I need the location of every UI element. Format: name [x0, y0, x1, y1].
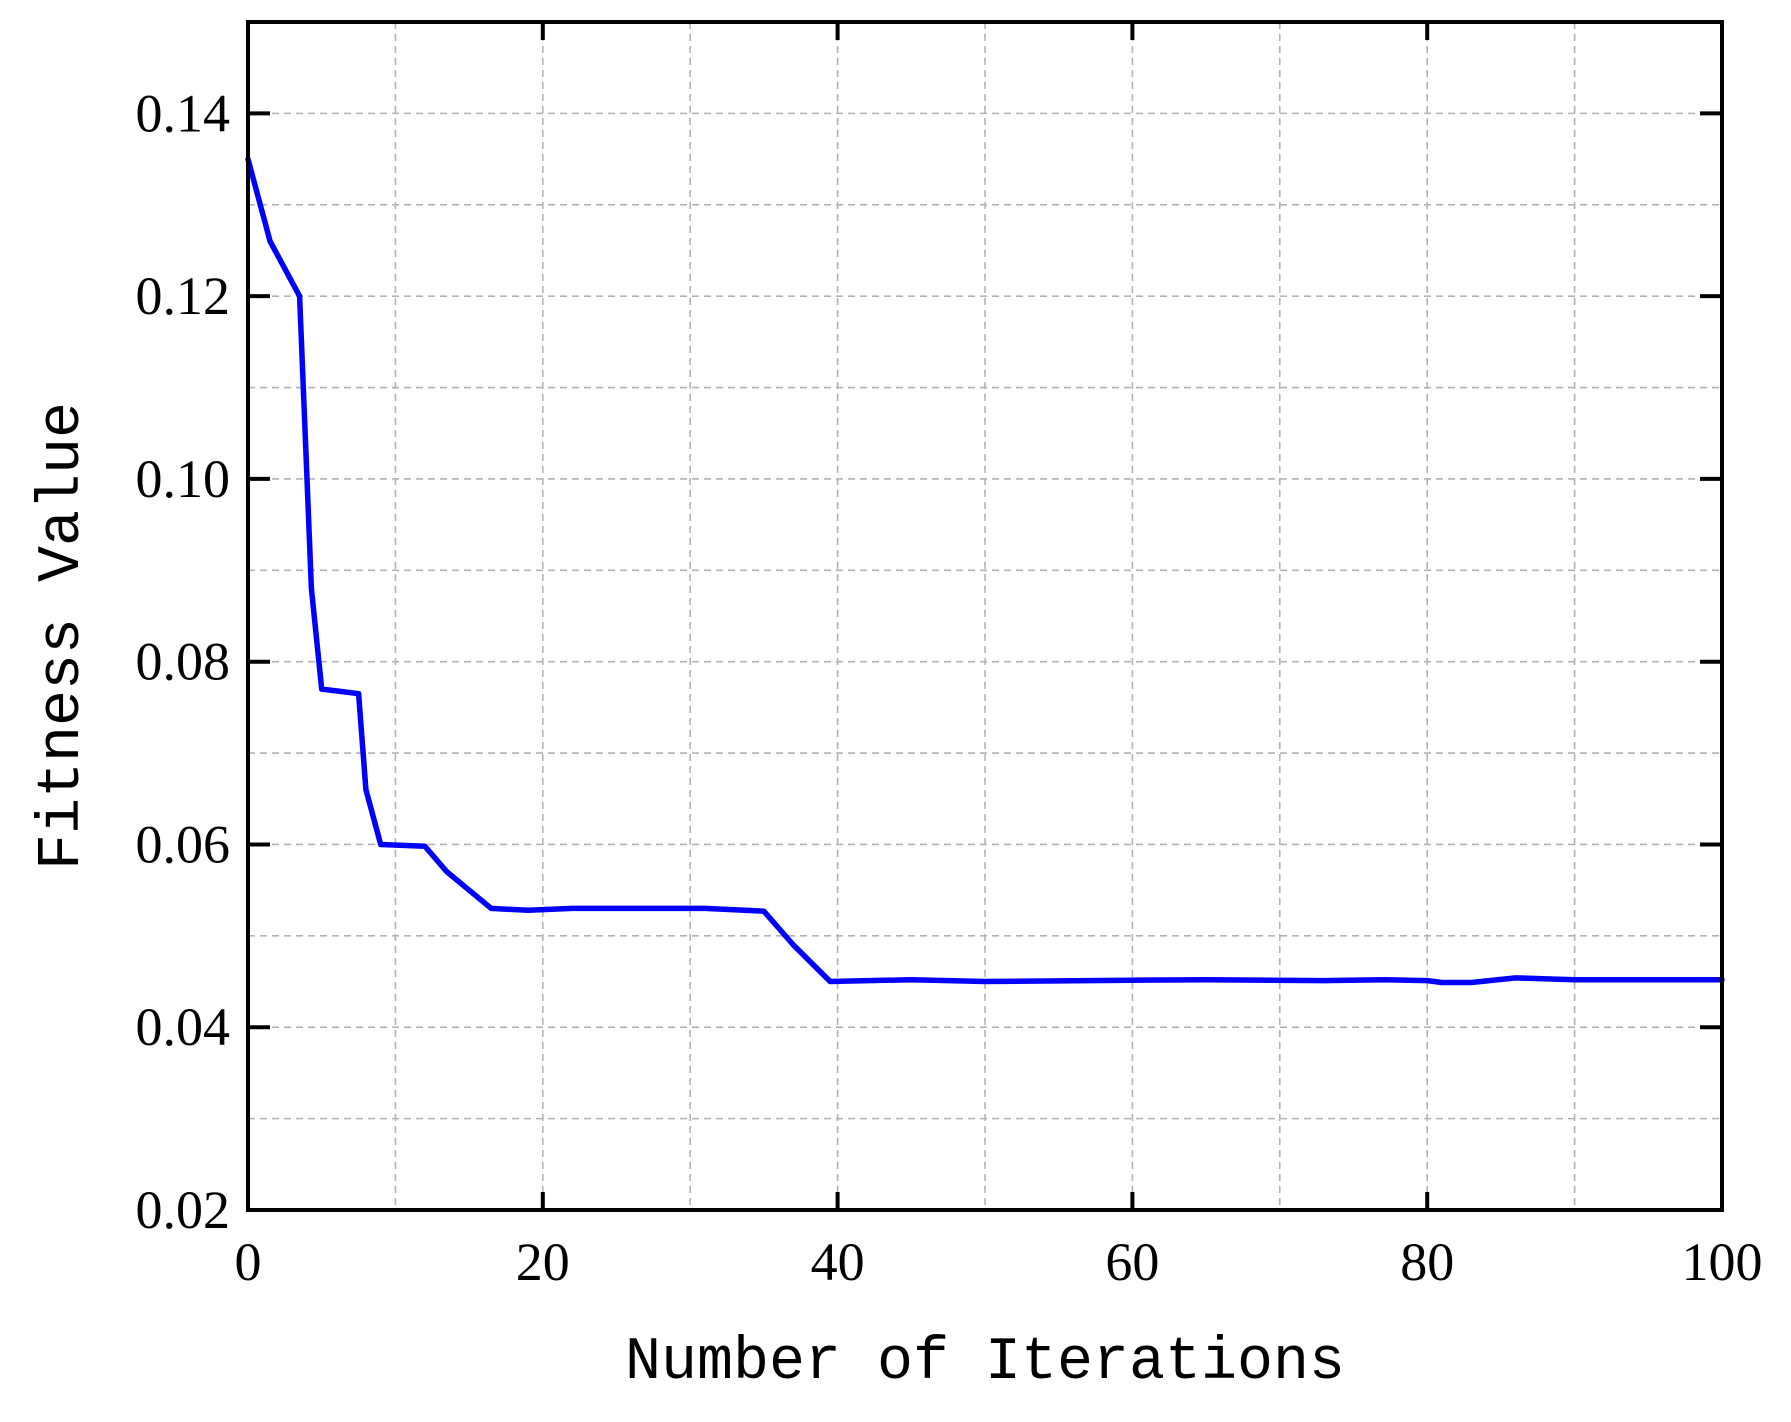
x-tick-label: 100 [1682, 1232, 1763, 1292]
y-tick-label: 0.02 [136, 1180, 231, 1240]
y-axis-title: Fitness Value [29, 402, 97, 870]
series-layer [245, 156, 1725, 986]
grid-lines [248, 22, 1722, 1210]
y-tick-label: 0.14 [136, 83, 231, 143]
x-tick-labels: 0 20 40 60 80 100 [235, 1232, 1763, 1292]
x-tick-label: 40 [811, 1232, 865, 1292]
x-tick-label: 60 [1105, 1232, 1159, 1292]
x-tick-label: 20 [516, 1232, 570, 1292]
x-axis-title: Number of Iterations [625, 1329, 1345, 1397]
x-tick-label: 80 [1400, 1232, 1454, 1292]
y-tick-label: 0.04 [136, 997, 231, 1057]
y-tick-label: 0.06 [136, 814, 231, 874]
y-tick-label: 0.08 [136, 632, 231, 692]
y-tick-label: 0.10 [136, 449, 231, 509]
x-tick-label: 0 [235, 1232, 262, 1292]
plot-frame [246, 20, 1724, 1212]
series-line [245, 156, 1725, 986]
y-tick-labels: 0.02 0.04 0.06 0.08 0.10 0.12 0.14 [136, 83, 231, 1240]
y-tick-label: 0.12 [136, 266, 231, 326]
